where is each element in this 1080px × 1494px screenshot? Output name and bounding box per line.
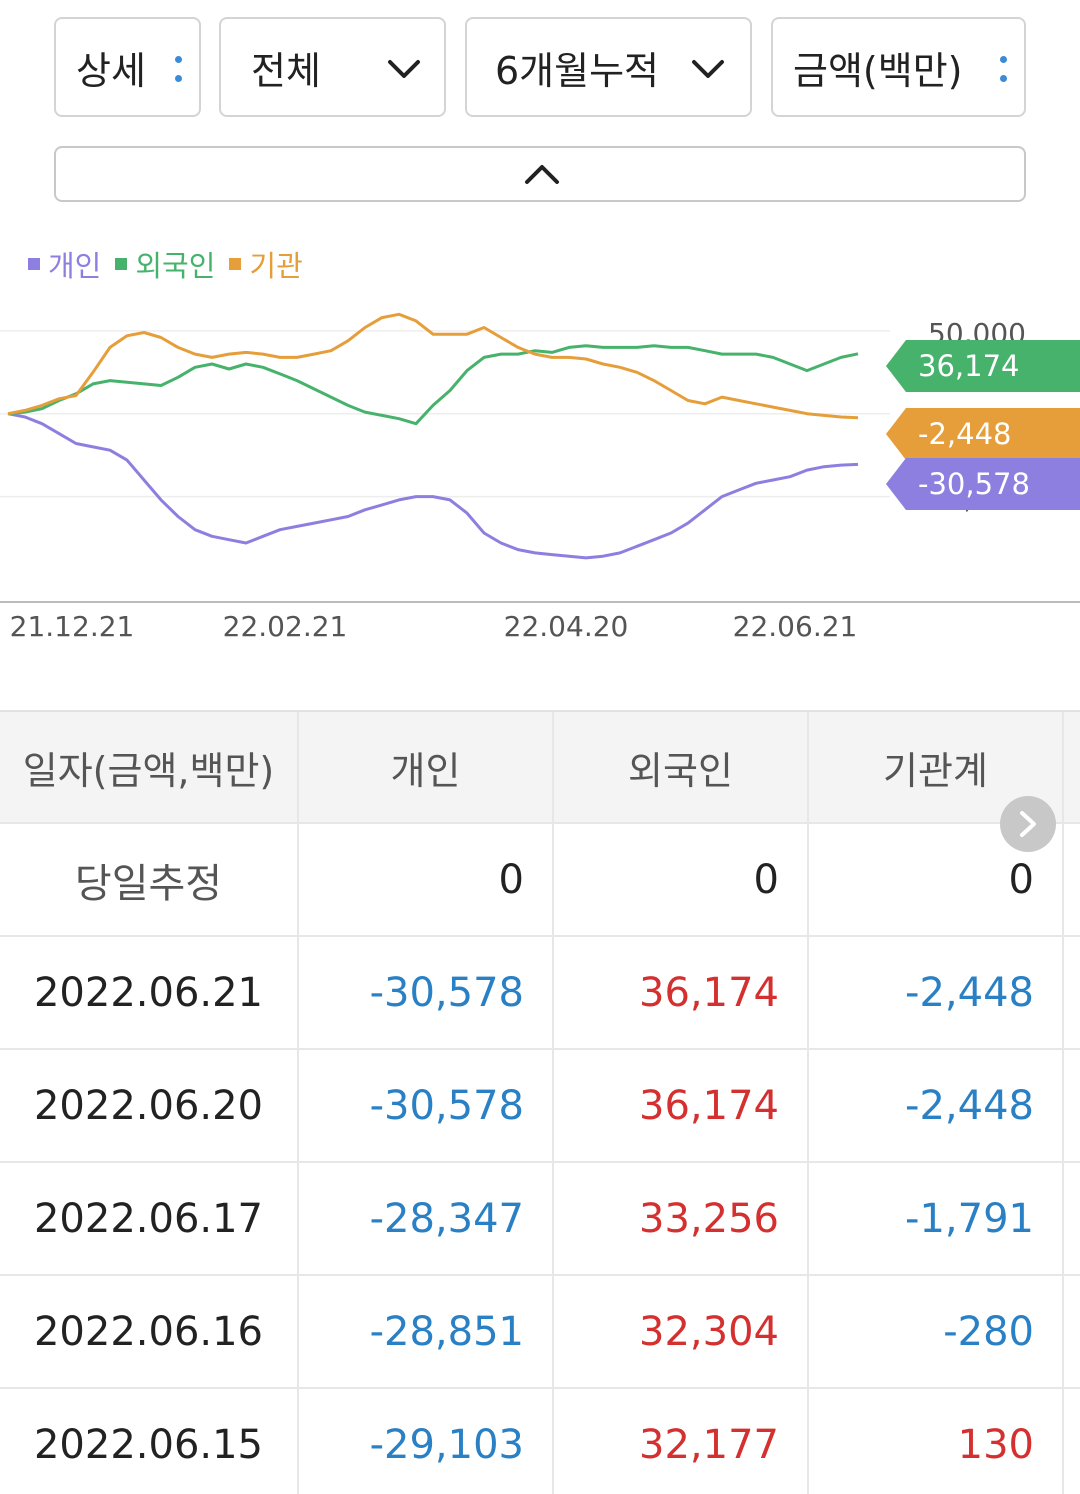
detail-select-label: 상세 xyxy=(76,48,146,93)
chevron-right-icon xyxy=(1020,811,1036,837)
chevron-up-icon xyxy=(525,165,559,184)
period-select[interactable]: 6개월누적 xyxy=(465,17,752,117)
series-line-institution xyxy=(7,312,859,420)
detail-select[interactable]: 상세 xyxy=(54,17,201,117)
cell-foreign: 33,256 xyxy=(554,1163,809,1274)
x-axis-ticks: 21.12.21 22.02.21 22.04.20 22.06.21 xyxy=(10,610,858,643)
filter-bar: 상세 전체 6개월누적 금액(백만) xyxy=(0,0,1080,210)
header-individual: 개인 xyxy=(299,712,554,822)
series-line-foreign xyxy=(7,344,859,426)
legend-swatch xyxy=(115,258,128,270)
x-tick-label: 22.06.21 xyxy=(733,610,858,643)
legend-label: 개인 xyxy=(48,249,102,283)
table-row: 2022.06.20 -30,578 36,174 -2,448 xyxy=(0,1050,1080,1163)
series-line-individual xyxy=(7,412,859,560)
more-dots-icon xyxy=(1000,56,1008,94)
table-row: 당일추정 0 0 0 xyxy=(0,824,1080,937)
chart-grid: 50,000-50,000 xyxy=(0,317,1026,516)
chart-legend: 개인 외국인 기관 xyxy=(28,242,317,286)
cell-foreign: 36,174 xyxy=(554,1050,809,1161)
cell-institution: 0 xyxy=(809,824,1064,935)
legend-item-institution: 기관 xyxy=(229,243,303,285)
scroll-right-button[interactable] xyxy=(1000,796,1056,852)
end-label-text: 36,174 xyxy=(918,349,1019,383)
cell-institution: -2,448 xyxy=(809,937,1064,1048)
cell-individual: -29,103 xyxy=(299,1389,554,1494)
chevron-down-icon xyxy=(692,60,724,78)
cell-date: 2022.06.16 xyxy=(0,1276,299,1387)
cell-date: 2022.06.20 xyxy=(0,1050,299,1161)
period-select-label: 6개월누적 xyxy=(495,48,660,93)
cell-foreign: 32,304 xyxy=(554,1276,809,1387)
table-row: 2022.06.17 -28,347 33,256 -1,791 xyxy=(0,1163,1080,1276)
legend-swatch xyxy=(229,258,242,270)
cell-foreign: 0 xyxy=(554,824,809,935)
unit-select-label: 금액(백만) xyxy=(793,48,963,93)
header-date: 일자(금액,백만) xyxy=(0,712,299,822)
cell-foreign: 36,174 xyxy=(554,937,809,1048)
table-row: 2022.06.21 -30,578 36,174 -2,448 xyxy=(0,937,1080,1050)
legend-item-individual: 개인 xyxy=(28,243,101,285)
scope-select[interactable]: 전체 xyxy=(219,17,446,117)
unit-select[interactable]: 금액(백만) xyxy=(771,17,1026,117)
cell-individual: -28,347 xyxy=(299,1163,554,1274)
cell-date: 2022.06.17 xyxy=(0,1163,299,1274)
end-label-text: -2,448 xyxy=(918,417,1012,451)
cell-institution: 130 xyxy=(809,1389,1064,1494)
more-dots-icon xyxy=(175,56,183,94)
cell-individual: -28,851 xyxy=(299,1276,554,1387)
investor-trend-chart: 50,000-50,000 36,174 -2,448 -30,578 21.12.… xyxy=(0,312,1080,643)
legend-item-foreign: 외국인 xyxy=(115,243,215,285)
cell-institution: -1,791 xyxy=(809,1163,1064,1274)
x-tick-label: 22.02.21 xyxy=(223,610,348,643)
cell-individual: -30,578 xyxy=(299,937,554,1048)
cell-date: 2022.06.21 xyxy=(0,937,299,1048)
chart-lines xyxy=(7,312,859,560)
end-label-flag xyxy=(886,458,1080,510)
cell-date: 당일추정 xyxy=(0,824,299,935)
collapse-chart-button[interactable] xyxy=(54,146,1026,202)
chart-end-labels: 36,174 -2,448 -30,578 xyxy=(886,340,1080,510)
table-header-row: 일자(금액,백만) 개인 외국인 기관계 xyxy=(0,710,1080,824)
table-row: 2022.06.15 -29,103 32,177 130 xyxy=(0,1389,1080,1494)
chevron-down-icon xyxy=(388,60,420,78)
end-label-flag xyxy=(886,408,1080,460)
legend-label: 기관 xyxy=(249,249,303,283)
table-row: 2022.06.16 -28,851 32,304 -280 xyxy=(0,1276,1080,1389)
cell-institution: -280 xyxy=(809,1276,1064,1387)
cell-foreign: 32,177 xyxy=(554,1389,809,1494)
end-label-foreign: 36,174 xyxy=(886,340,1080,392)
end-label-flag xyxy=(886,340,1080,392)
header-foreign: 외국인 xyxy=(554,712,809,822)
end-label-institution: -2,448 xyxy=(886,408,1080,460)
header-institution: 기관계 xyxy=(809,712,1064,822)
x-tick-label: 21.12.21 xyxy=(10,610,135,643)
x-tick-label: 22.04.20 xyxy=(504,610,629,643)
cell-date: 2022.06.15 xyxy=(0,1389,299,1494)
cell-institution: -2,448 xyxy=(809,1050,1064,1161)
legend-label: 외국인 xyxy=(135,249,216,283)
scope-select-label: 전체 xyxy=(251,48,321,93)
cell-individual: 0 xyxy=(299,824,554,935)
end-label-individual: -30,578 xyxy=(886,458,1080,510)
end-label-text: -30,578 xyxy=(918,467,1030,501)
cell-individual: -30,578 xyxy=(299,1050,554,1161)
legend-swatch xyxy=(28,258,40,270)
